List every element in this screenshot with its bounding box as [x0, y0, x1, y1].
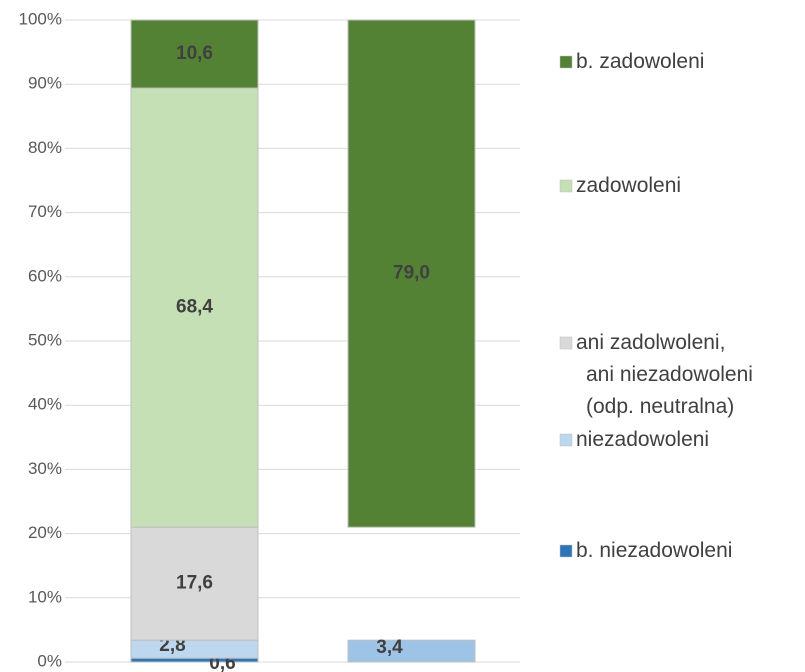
bar-segment [348, 527, 475, 640]
y-tick-label: 10% [28, 587, 62, 606]
legend-label: niezadowoleni [576, 428, 709, 451]
bar-segment [130, 526, 259, 641]
legend-label: ani zadolwoleni, ani niezadowoleni (odp. n… [576, 331, 753, 418]
bar-segment [130, 87, 259, 528]
y-tick-label: 30% [28, 459, 62, 478]
data-label: 3,4 [376, 637, 403, 658]
data-label: 79,0 [393, 263, 430, 284]
y-tick-label: 70% [28, 202, 62, 221]
bar-segment [347, 639, 476, 663]
data-label: 68,4 [176, 297, 213, 318]
bar-segment [130, 657, 259, 663]
legend-swatch [559, 336, 573, 350]
legend-swatch [559, 544, 573, 558]
bar-segment [347, 19, 476, 528]
legend-swatch [559, 55, 573, 69]
bar-segment [130, 19, 259, 89]
y-tick-label: 50% [28, 330, 62, 349]
legend-label: b. niezadowoleni [576, 539, 732, 562]
legend-swatch [559, 179, 573, 193]
y-tick-label: 20% [28, 523, 62, 542]
data-label: 10,6 [176, 43, 213, 64]
legend-label: b. zadowoleni [576, 50, 704, 73]
y-tick-label: 90% [28, 74, 62, 93]
y-tick-label: 0% [37, 651, 62, 670]
legend-label: zadowoleni [576, 174, 681, 197]
y-tick-label: 80% [28, 138, 62, 157]
bar-segment [130, 639, 259, 659]
y-tick-label: 40% [28, 395, 62, 414]
legend-swatch [559, 433, 573, 447]
y-tick-label: 60% [28, 266, 62, 285]
data-label: 17,6 [176, 573, 213, 594]
y-tick-label: 100% [19, 9, 62, 28]
